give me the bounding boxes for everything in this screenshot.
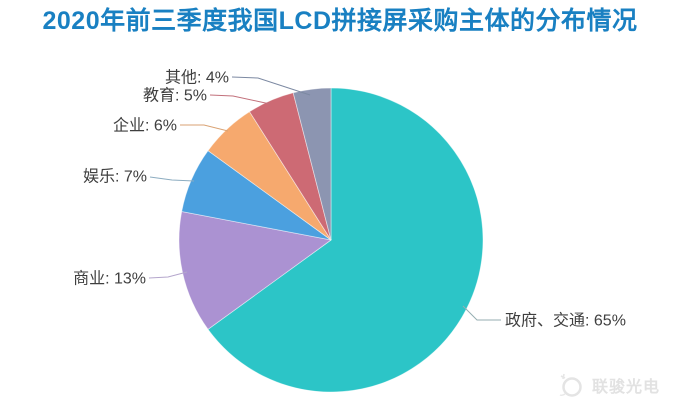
pie-slice-other xyxy=(292,87,332,241)
pie-label-other: 其他: 4% xyxy=(165,69,229,87)
pie-label-line-business xyxy=(148,271,188,279)
pie-label-gov-transport: 政府、交通: 65% xyxy=(505,312,626,330)
watermark-text: 联骏光电 xyxy=(591,379,660,396)
watermark: 联骏光电 xyxy=(556,370,660,400)
pie-label-line-entertainment xyxy=(149,176,195,182)
pie-label-entertainment: 娱乐: 7% xyxy=(83,168,147,186)
pie-label-line-education xyxy=(209,94,271,105)
pie-label-line-gov-transport xyxy=(462,305,501,321)
watermark-logo-icon xyxy=(559,373,582,397)
pie-label-education: 教育: 5% xyxy=(143,87,207,105)
pie-label-enterprise: 企业: 6% xyxy=(113,117,177,135)
pie-label-business: 商业: 13% xyxy=(73,270,146,288)
pie-label-line-other xyxy=(231,76,311,96)
pie-label-line-enterprise xyxy=(180,124,229,132)
chart-title: 2020年前三季度我国LCD拼接屏采购主体的分布情况 xyxy=(42,7,638,35)
